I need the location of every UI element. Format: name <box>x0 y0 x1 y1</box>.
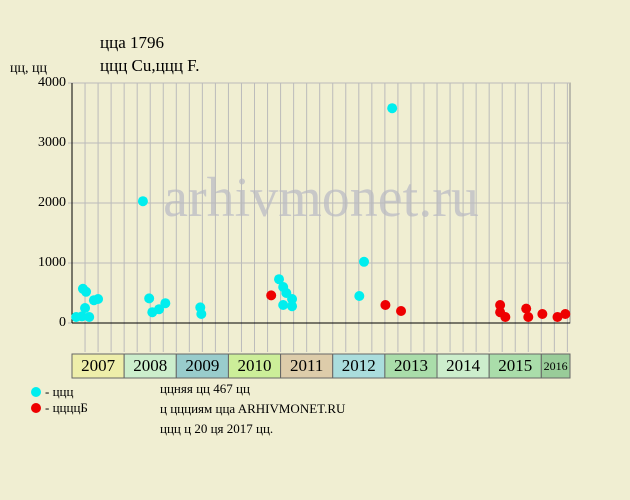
point <box>380 300 391 310</box>
note: ц ццциям ццa ARHIVMONET.RU <box>160 401 346 416</box>
point <box>144 293 155 304</box>
year-band <box>71 353 125 379</box>
point <box>387 103 398 114</box>
point <box>560 309 571 319</box>
point <box>495 300 506 310</box>
year-label: 2013 <box>394 356 428 375</box>
year-band <box>123 353 177 379</box>
y-tick-label: 0 <box>59 315 66 330</box>
y-axis-label: цц, цц <box>10 61 47 76</box>
year-label: 2012 <box>342 356 376 375</box>
y-tick-label: 2000 <box>38 195 66 210</box>
point <box>266 290 277 301</box>
point <box>523 312 534 322</box>
point <box>552 312 563 322</box>
point <box>196 309 207 319</box>
legend-marker <box>31 403 41 413</box>
year-label: 2010 <box>238 356 272 375</box>
point <box>500 312 511 322</box>
year-band <box>436 353 490 379</box>
chart-title: ццa 1796 <box>100 33 164 52</box>
chart-subtitle: ццц Cu,ццц F. <box>100 56 200 75</box>
y-tick-label: 4000 <box>38 75 66 90</box>
point <box>274 274 285 285</box>
legend-label: - ццццБ <box>45 400 88 415</box>
point <box>80 303 91 313</box>
point <box>137 196 148 207</box>
year-band <box>175 353 229 379</box>
point <box>287 294 298 304</box>
point <box>521 303 532 314</box>
legend-label: - ццц <box>45 384 73 399</box>
year-label: 2007 <box>81 356 116 375</box>
year-label: 2016 <box>544 359 568 373</box>
year-label: 2015 <box>498 356 532 375</box>
note: ццняя цц 467 цц <box>160 381 250 396</box>
point <box>93 294 104 304</box>
note: ццц ц 20 ця 2017 цц. <box>160 421 273 436</box>
year-label: 2014 <box>446 356 481 375</box>
y-tick-label: 1000 <box>38 255 66 270</box>
year-band <box>227 353 282 379</box>
watermark: arhivmonet.ru <box>163 167 479 229</box>
point <box>278 300 289 310</box>
point <box>76 311 87 322</box>
y-tick-label: 3000 <box>38 135 66 150</box>
point <box>160 298 171 309</box>
legend-marker <box>31 387 41 397</box>
point <box>396 306 407 316</box>
year-label: 2011 <box>290 356 323 375</box>
point <box>84 312 95 322</box>
point <box>359 256 370 267</box>
point <box>537 309 548 319</box>
year-band <box>540 353 571 379</box>
year-band <box>488 353 542 379</box>
point <box>354 291 365 301</box>
point <box>154 304 165 315</box>
point <box>287 301 298 312</box>
year-label: 2008 <box>133 356 167 375</box>
year-label: 2009 <box>185 356 219 375</box>
point <box>81 286 92 297</box>
